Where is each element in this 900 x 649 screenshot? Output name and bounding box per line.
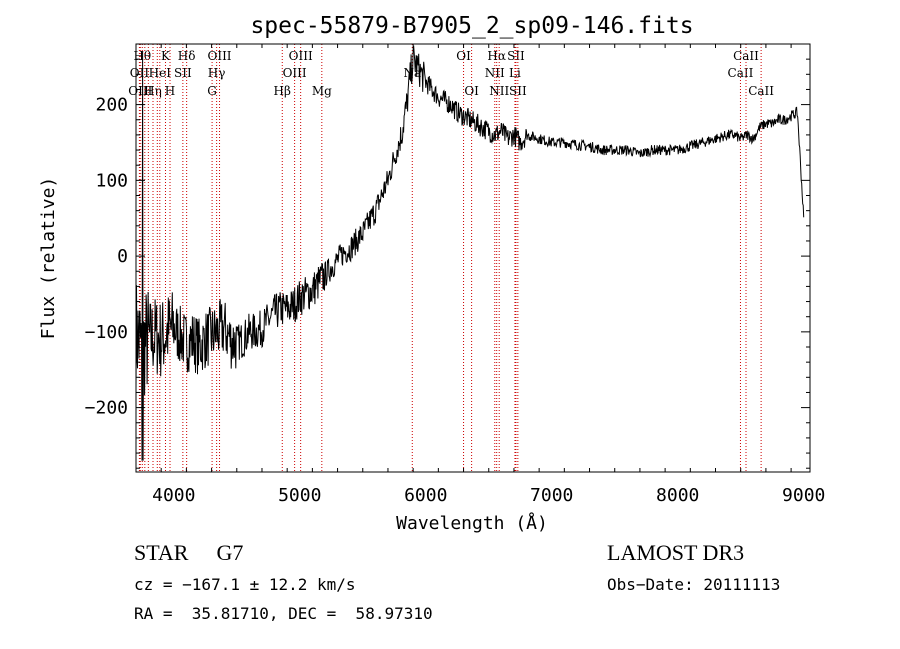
spectral-line-label: CaII [733, 49, 759, 63]
spectral-line-label: G [207, 84, 217, 98]
spectral-line-label: HeI [149, 66, 172, 80]
obs-date-label: Obs−Date: 20111113 [607, 575, 781, 594]
spectral-line-label: OI [456, 49, 471, 63]
redshift-label: cz = −167.1 ± 12.2 km/s [134, 575, 356, 594]
spectral-line-label: Hη [144, 84, 162, 98]
spectral-line-label: OIII [283, 66, 307, 80]
flux-series-line [135, 45, 805, 461]
spectral-line-label: NII [485, 66, 505, 80]
spectral-line-label: SII [507, 49, 525, 63]
y-axis-label: Flux (relative) [38, 177, 59, 340]
x-axis-label: Wavelength (Å) [396, 512, 548, 534]
spectral-line-label: Hδ [178, 49, 196, 63]
spectral-line-label: K [161, 49, 171, 63]
spectral-line-label: Hγ [208, 66, 226, 80]
spectral-line-label: OIII [207, 49, 231, 63]
spectral-line-label: OII [130, 66, 150, 80]
spectral-line-label: OIII [289, 49, 313, 63]
y-tick-label: 0 [117, 246, 128, 267]
y-tick-label: −100 [85, 322, 128, 343]
axis-ticks: 4000 5000 6000 7000 8000 9000 −200 −100 0 100 200 [85, 43, 825, 506]
classification-label: STAR G7 [134, 540, 243, 566]
spectral-line-label: CaII [748, 84, 774, 98]
x-tick-label: 4000 [152, 485, 195, 506]
spectral-line-label: OIII [128, 84, 152, 98]
spectral-line-label: SII [509, 84, 527, 98]
spectral-line-markers: OIIOIIIHθHηHeIKHSIIHδGHγOIIIHβOIIIOIIIMg… [128, 44, 774, 472]
x-tick-label: 7000 [530, 485, 573, 506]
subclass-value: G7 [216, 540, 244, 565]
chart-title: spec-55879-B7905_2_sp09-146.fits [250, 13, 693, 39]
class-value: STAR [134, 540, 189, 565]
spectral-line-label: SII [174, 66, 192, 80]
x-tick-label: 6000 [404, 485, 447, 506]
y-tick-label: 200 [95, 95, 128, 116]
spectral-line-label: Hα [487, 49, 506, 63]
survey-label: LAMOST DR3 [607, 540, 745, 565]
coordinates-label: RA = 35.81710, DEC = 58.97310 [134, 604, 433, 623]
x-tick-label: 8000 [656, 485, 699, 506]
x-tick-label: 5000 [278, 485, 321, 506]
spectral-line-label: OI [464, 84, 479, 98]
spectral-line-label: CaII [728, 66, 754, 80]
x-tick-label: 9000 [782, 485, 825, 506]
y-tick-label: 100 [95, 170, 128, 191]
spectral-line-label: Mg [312, 84, 332, 98]
spectral-line-label: Li [509, 66, 521, 80]
plot-frame [135, 43, 811, 473]
spectral-line-label: H [165, 84, 175, 98]
spectral-line-label: Hβ [274, 84, 291, 98]
y-tick-label: −200 [85, 398, 128, 419]
spectral-line-label: NII [489, 84, 509, 98]
